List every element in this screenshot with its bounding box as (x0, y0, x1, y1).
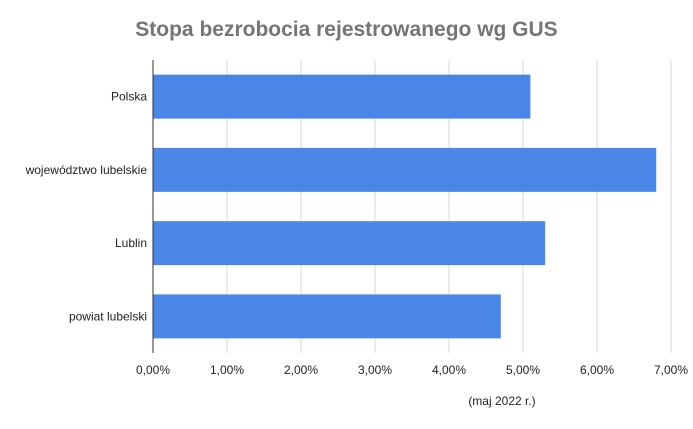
bar (153, 221, 546, 266)
bars (153, 74, 657, 339)
x-tick-label: 4,00% (432, 363, 466, 377)
category-label: powiat lubelski (69, 309, 147, 323)
x-tick-label: 6,00% (580, 363, 614, 377)
x-tick-labels: 0,00% 1,00% 2,00% 3,00% 4,00% 5,00% 6,00% 7,00% (136, 363, 688, 377)
bar (153, 74, 531, 119)
category-label: województwo lubelskie (25, 163, 148, 177)
x-axis-title: (maj 2022 r.) (468, 394, 535, 408)
x-tick-label: 2,00% (284, 363, 318, 377)
x-tick-label: 1,00% (210, 363, 244, 377)
category-label: Polska (111, 90, 147, 104)
bar (153, 147, 657, 192)
x-tick-label: 7,00% (654, 363, 688, 377)
category-labels: Polska województwo lubelskie Lublin powiat … (25, 90, 148, 324)
bar (153, 294, 501, 339)
x-tick-label: 5,00% (506, 363, 540, 377)
chart-title: Stopa bezrobocia rejestrowanego wg GUS (135, 18, 558, 41)
category-label: Lublin (115, 236, 147, 250)
x-tick-label: 0,00% (136, 363, 170, 377)
x-tick-label: 3,00% (358, 363, 392, 377)
